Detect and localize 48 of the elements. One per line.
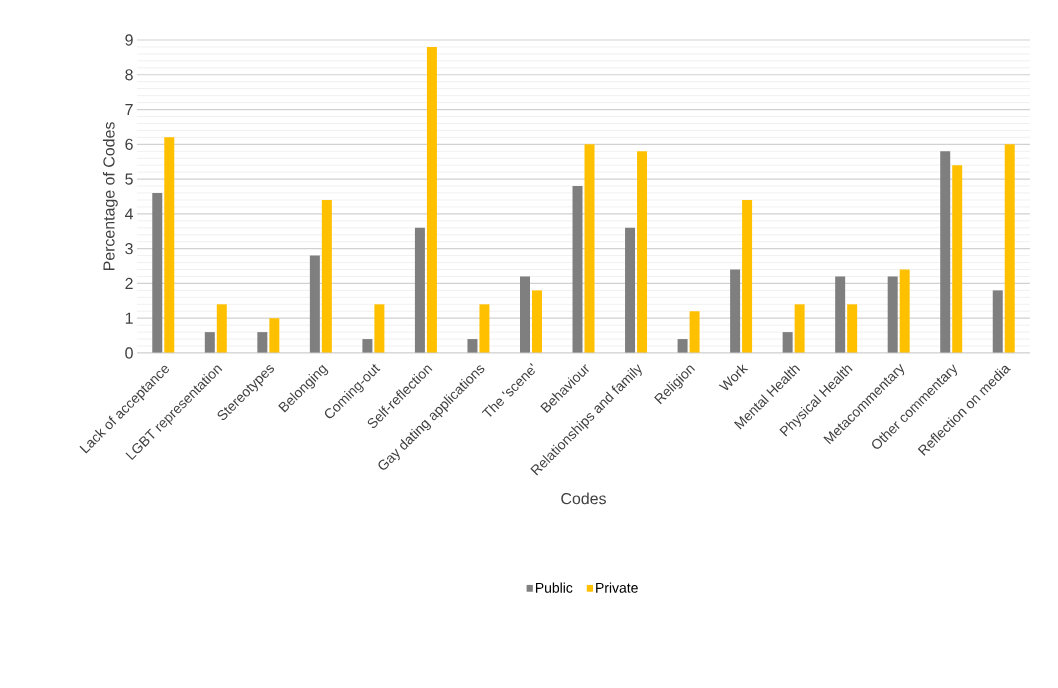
bar — [835, 276, 846, 353]
bar — [742, 199, 753, 353]
bar — [374, 304, 385, 353]
bar — [257, 332, 268, 353]
y-tick-label: 8 — [125, 69, 133, 81]
bar — [309, 255, 320, 353]
y-tick-label: 6 — [125, 138, 133, 150]
bar — [794, 304, 805, 353]
bar — [847, 304, 858, 353]
bar — [269, 318, 280, 353]
bar — [730, 269, 741, 353]
bar — [519, 276, 530, 353]
legend-label: Public — [535, 582, 573, 593]
y-tick-label: 0 — [125, 347, 133, 359]
bar — [782, 332, 793, 353]
bar — [625, 227, 636, 353]
y-tick-label: 2 — [125, 277, 133, 289]
bar — [899, 269, 910, 353]
bar — [992, 290, 1003, 353]
bar — [689, 311, 700, 353]
bar — [204, 332, 215, 353]
bar — [467, 339, 478, 353]
bar — [887, 276, 898, 353]
y-tick-label: 9 — [125, 34, 133, 46]
bar — [321, 199, 332, 353]
bar — [152, 193, 163, 353]
y-tick-label: 4 — [124, 208, 134, 220]
y-tick-label: 7 — [125, 104, 133, 116]
bar — [677, 339, 688, 353]
bar — [952, 165, 963, 353]
bar — [637, 151, 648, 353]
bar — [479, 304, 490, 353]
bar — [1004, 144, 1015, 353]
x-axis-title: Codes — [561, 492, 606, 505]
bar — [531, 290, 542, 353]
y-tick-label: 5 — [125, 173, 133, 185]
bar — [426, 46, 437, 353]
bar — [164, 137, 175, 353]
y-tick-label: 3 — [125, 243, 133, 255]
bar — [584, 144, 595, 353]
bar — [572, 186, 583, 353]
y-axis-title: Percentage of Codes — [102, 122, 118, 271]
y-tick-label: 1 — [125, 312, 133, 324]
bar — [414, 227, 425, 353]
bar — [362, 339, 373, 353]
bar — [216, 304, 227, 353]
legend-label: Private — [596, 582, 638, 593]
bar — [940, 151, 951, 353]
